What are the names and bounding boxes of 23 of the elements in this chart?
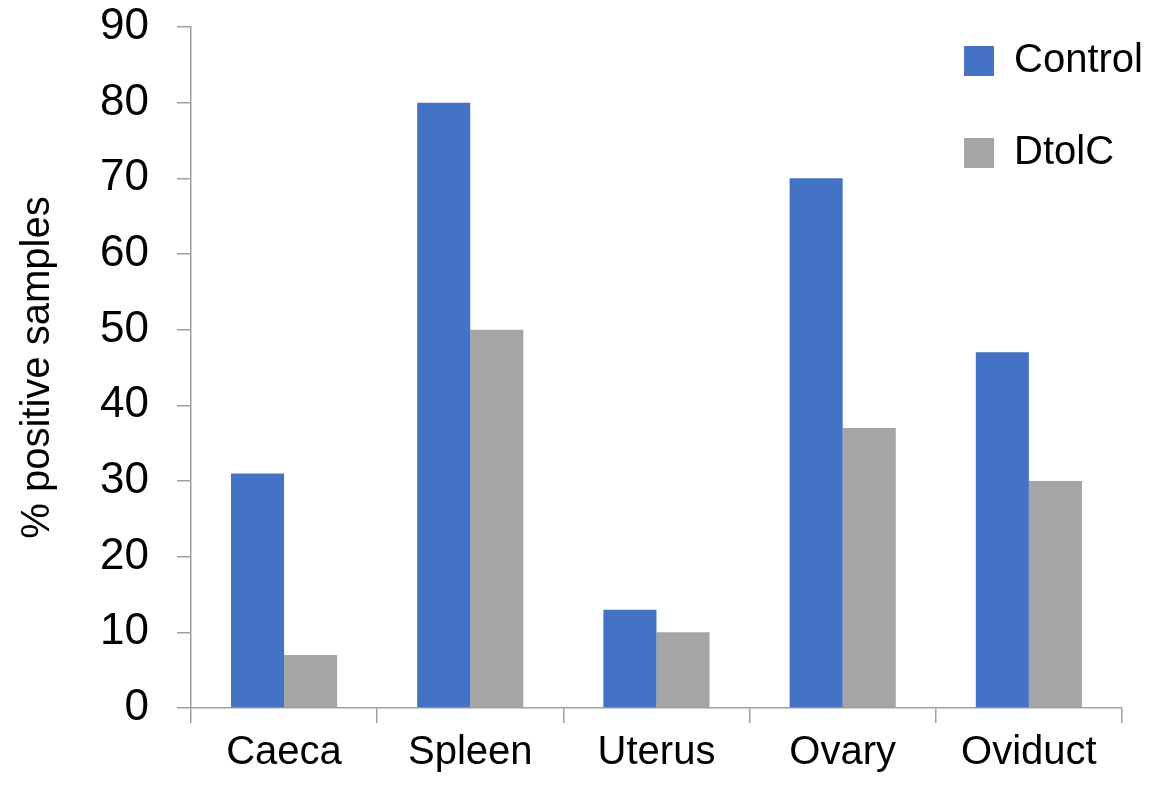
bar <box>789 178 843 708</box>
y-axis-title: % positive samples <box>13 196 58 539</box>
y-tick-label: 0 <box>124 680 149 730</box>
y-tick-label: 20 <box>99 528 149 578</box>
legend-label: Control <box>1014 36 1144 81</box>
y-tick-label: 30 <box>99 453 149 503</box>
y-tick-label: 70 <box>99 150 149 200</box>
y-tick-label: 40 <box>99 377 149 427</box>
x-tick-label: Spleen <box>407 728 533 773</box>
bar <box>975 352 1029 708</box>
x-tick-label: Ovary <box>789 728 897 773</box>
legend-label: DtolC <box>1014 128 1115 173</box>
x-tick-label: Caeca <box>226 728 343 773</box>
x-tick-label: Oviduct <box>961 728 1097 773</box>
y-tick-label: 10 <box>99 604 149 654</box>
bar <box>603 609 657 708</box>
y-tick-label: 90 <box>99 0 149 49</box>
bar <box>230 473 285 708</box>
y-tick-label: 80 <box>99 74 149 124</box>
y-tick-label: 60 <box>99 226 149 276</box>
bar <box>417 102 471 708</box>
y-tick-label: 50 <box>99 301 149 351</box>
x-tick-label: Uterus <box>597 728 716 773</box>
